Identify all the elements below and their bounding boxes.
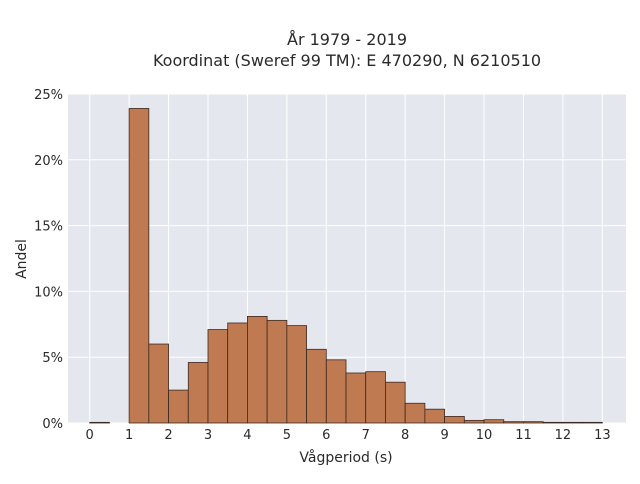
- histogram-bar: [444, 416, 465, 424]
- x-tick-label: 8: [401, 428, 409, 443]
- x-tick-label: 5: [283, 428, 291, 443]
- x-tick-label: 11: [515, 428, 532, 443]
- histogram-bar: [187, 362, 209, 424]
- x-tick-label: 13: [594, 428, 611, 443]
- x-axis-ticks: 0 1 2 3 4 5 6 7 8 9 10 11 12 13: [86, 428, 611, 443]
- y-tick-label: 25%: [34, 88, 63, 103]
- histogram-bar: [483, 419, 505, 424]
- histogram-bar: [523, 421, 544, 424]
- histogram-bar: [148, 343, 169, 424]
- x-tick-label: 12: [555, 428, 572, 443]
- chart-title-line-2: Koordinat (Sweref 99 TM): E 470290, N 62…: [153, 51, 541, 70]
- histogram-bar: [404, 402, 426, 424]
- histogram-bar: [325, 359, 347, 424]
- histogram-bar: [365, 371, 386, 424]
- histogram-bar: [128, 108, 150, 424]
- histogram-bar: [247, 316, 268, 424]
- bars: [89, 108, 603, 424]
- x-tick-label: 10: [476, 428, 493, 443]
- x-tick-label: 4: [243, 428, 251, 443]
- histogram-bar: [562, 421, 584, 424]
- histogram-bar: [424, 408, 446, 424]
- histogram-bar: [542, 421, 564, 424]
- x-tick-label: 0: [86, 428, 94, 443]
- histogram-bar: [503, 421, 524, 424]
- histogram-bar: [168, 389, 189, 424]
- x-axis-label: Vågperiod (s): [299, 449, 392, 466]
- y-tick-label: 10%: [34, 285, 63, 300]
- histogram-bar: [463, 419, 485, 424]
- x-tick-label: 7: [362, 428, 370, 443]
- histogram-bar: [385, 381, 406, 424]
- chart-title-line-1: År 1979 - 2019: [287, 30, 407, 49]
- histogram-bar: [266, 319, 288, 424]
- x-tick-label: 9: [440, 428, 448, 443]
- y-tick-label: 0%: [42, 417, 63, 432]
- histogram-bar: [286, 325, 307, 424]
- histogram-bar: [306, 348, 327, 424]
- histogram-bar: [345, 372, 367, 424]
- y-axis-ticks: 0% 5% 10% 15% 20% 25%: [34, 88, 63, 432]
- x-tick-label: 3: [204, 428, 212, 443]
- x-tick-label: 2: [164, 428, 172, 443]
- x-tick-label: 1: [125, 428, 133, 443]
- y-tick-label: 20%: [34, 154, 63, 169]
- y-axis-label: Andel: [14, 239, 30, 279]
- x-tick-label: 6: [322, 428, 330, 443]
- histogram-bar: [207, 329, 229, 424]
- y-tick-label: 15%: [34, 220, 63, 235]
- histogram-bar: [582, 421, 603, 424]
- histogram-bar: [89, 421, 110, 424]
- y-tick-label: 5%: [42, 351, 63, 366]
- histogram-bar: [227, 322, 248, 424]
